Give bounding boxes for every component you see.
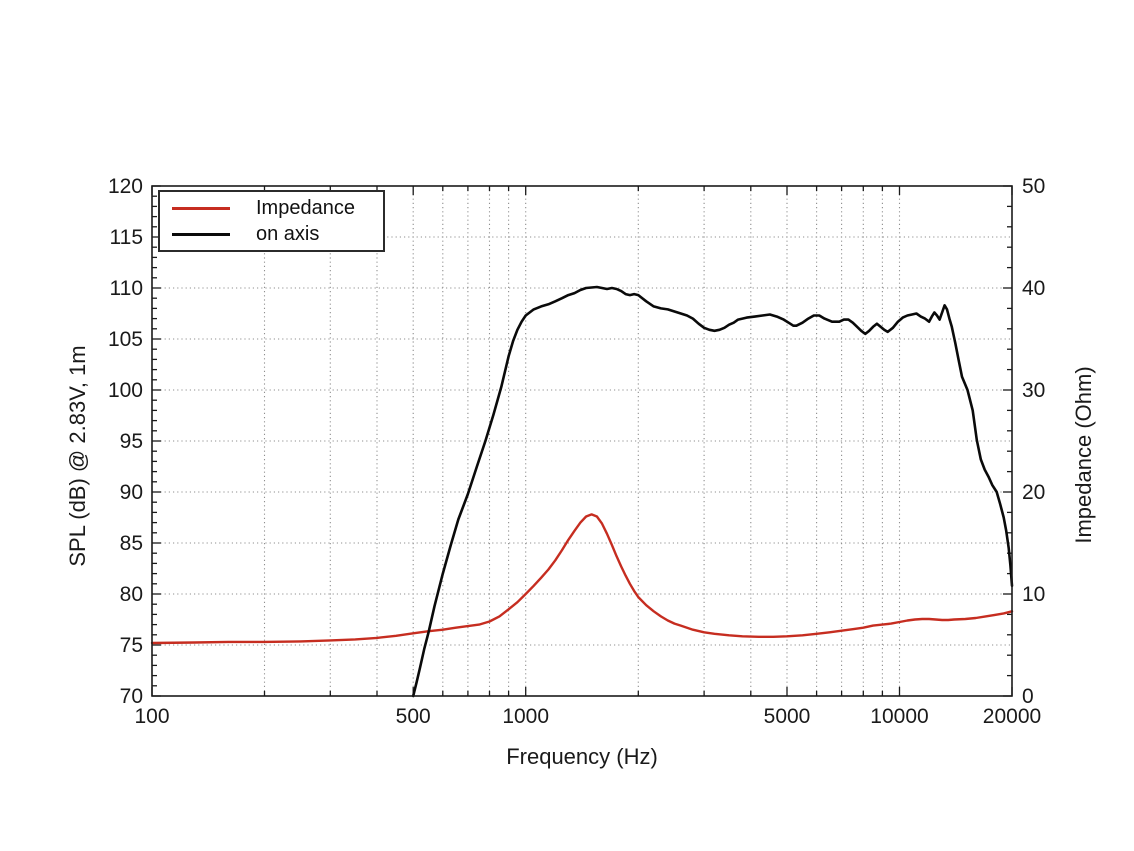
svg-text:20: 20	[1022, 481, 1045, 504]
legend-entry-impedance: Impedance	[160, 198, 383, 218]
legend-label-on-axis: on axis	[256, 223, 320, 245]
svg-text:50: 50	[1022, 175, 1045, 198]
svg-text:105: 105	[108, 328, 143, 351]
svg-text:80: 80	[120, 583, 143, 606]
svg-text:5000: 5000	[764, 705, 811, 728]
x-gridlines	[263, 186, 901, 696]
impedance-line-swatch	[172, 206, 230, 210]
on-axis-line-swatch	[172, 232, 230, 236]
svg-text:10000: 10000	[870, 705, 928, 728]
svg-text:500: 500	[396, 705, 431, 728]
svg-text:115: 115	[110, 226, 143, 249]
x-tick-labels: 100 500 1000 5000 10000 20000	[134, 705, 1041, 728]
right-axis-title: Impedance (Ohm)	[1071, 366, 1096, 544]
right-tick-labels: 0 10 20 30 40 50	[1022, 175, 1045, 708]
left-axis-title: SPL (dB) @ 2.83V, 1m	[65, 345, 90, 567]
svg-text:40: 40	[1022, 277, 1045, 300]
svg-text:90: 90	[120, 481, 143, 504]
svg-text:10: 10	[1022, 583, 1045, 606]
plot-frame	[151, 185, 1013, 697]
left-tick-labels: 70 75 80 85 90 95 100 105 110 115 120	[108, 175, 143, 708]
left-axis-ticks	[152, 185, 161, 697]
x-axis-title: Frequency (Hz)	[506, 744, 658, 769]
svg-text:75: 75	[120, 634, 143, 657]
svg-text:120: 120	[108, 175, 143, 198]
legend-label-impedance: Impedance	[256, 197, 355, 219]
impedance-curve	[150, 513, 1014, 645]
svg-text:100: 100	[108, 379, 143, 402]
svg-text:95: 95	[120, 430, 143, 453]
svg-text:110: 110	[110, 277, 143, 300]
svg-text:70: 70	[120, 685, 143, 708]
svg-text:20000: 20000	[983, 705, 1041, 728]
right-axis-ticks	[1003, 185, 1012, 697]
legend: Impedance on axis	[158, 190, 385, 252]
svg-text:85: 85	[120, 532, 143, 555]
svg-text:30: 30	[1022, 379, 1045, 402]
svg-text:100: 100	[134, 705, 169, 728]
on-axis-curve	[411, 285, 1014, 698]
y-gridlines	[152, 236, 1012, 646]
svg-text:1000: 1000	[502, 705, 549, 728]
legend-entry-on-axis: on axis	[160, 224, 383, 244]
svg-text:0: 0	[1022, 685, 1034, 708]
